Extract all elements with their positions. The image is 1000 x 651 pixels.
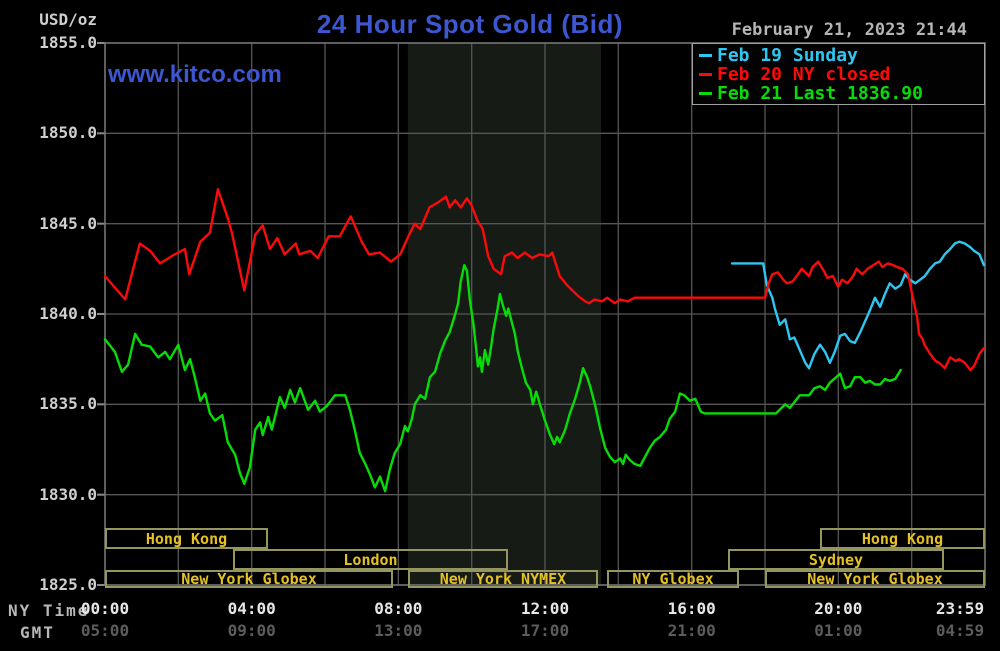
x-axis-label-ny-time: 20:00: [814, 599, 863, 618]
chart-timestamp: February 21, 2023 21:44: [731, 20, 967, 40]
session-box-new-york-globex: New York Globex: [765, 570, 985, 588]
y-axis-label: 1835.0: [39, 394, 97, 414]
legend-line-sample-feb20: [699, 73, 712, 76]
series-line-feb-19-sunday: [730, 240, 986, 370]
x-axis-label-ny-time: 12:00: [520, 599, 570, 618]
session-box-sydney: Sydney: [728, 549, 944, 570]
plot-frame: [104, 42, 986, 586]
legend-item-feb19: Feb 19 Sunday: [699, 45, 984, 66]
x-axis-label-ny-time: 16:00: [667, 599, 716, 618]
x-axis-label-ny-time: 08:00: [374, 599, 423, 618]
x-axis-label-ny-time: 23:59: [935, 599, 985, 618]
series-line-feb-21-last-1836-90: [103, 264, 902, 493]
x-axis-label-gmt: 05:00: [80, 621, 130, 640]
y-axis-label: 1845.0: [39, 213, 97, 233]
session-box-hong-kong: Hong Kong: [105, 528, 268, 549]
session-box-london: London: [233, 549, 508, 570]
legend-line-sample-feb19: [699, 54, 712, 57]
x-axis-label-gmt: 13:00: [374, 621, 423, 640]
session-box-hong-kong: Hong Kong: [820, 528, 985, 549]
x-axis-label-gmt: 21:00: [667, 621, 716, 640]
x-axis-label-gmt: 04:59: [935, 621, 985, 640]
y-axis-label: 1850.0: [39, 123, 97, 143]
legend-item-label: Feb 20 NY closed: [717, 64, 891, 85]
x-axis-ny-time-label: NY Time: [8, 601, 90, 620]
y-axis-label: 1825.0: [39, 575, 97, 594]
x-axis-label-gmt: 01:00: [814, 621, 863, 640]
x-axis-gmt-label: GMT: [20, 623, 55, 642]
legend-line-sample-feb21: [699, 92, 712, 95]
kitco-watermark: www.kitco.com: [108, 61, 282, 88]
y-axis-label: 1830.0: [39, 484, 97, 504]
series-line-feb-20-ny-closed: [103, 188, 986, 372]
legend-box: Feb 19 Sunday Feb 20 NY closed Feb 21 La…: [692, 43, 985, 105]
session-box-ny-globex: NY Globex: [607, 570, 739, 588]
session-box-new-york-nymex: New York NYMEX: [408, 570, 598, 588]
legend-item-feb20: Feb 20 NY closed: [699, 64, 984, 85]
x-axis-label-gmt: 17:00: [520, 621, 570, 640]
legend-item-label: Feb 21 Last 1836.90: [717, 83, 923, 104]
x-axis-label-gmt: 09:00: [227, 621, 276, 640]
y-axis-label: 1840.0: [39, 304, 97, 323]
legend-item-label: Feb 19 Sunday: [717, 45, 858, 66]
x-axis-label-ny-time: 04:00: [227, 599, 276, 618]
legend-item-feb21: Feb 21 Last 1836.90: [699, 83, 984, 104]
chart-title: 24 Hour Spot Gold (Bid): [316, 9, 624, 39]
x-axis-label-ny-time: 00:00: [80, 599, 130, 618]
y-axis-label: 1855.0: [39, 33, 97, 52]
session-box-new-york-globex: New York Globex: [105, 570, 393, 588]
y-axis-unit-label: USD/oz: [39, 10, 97, 29]
